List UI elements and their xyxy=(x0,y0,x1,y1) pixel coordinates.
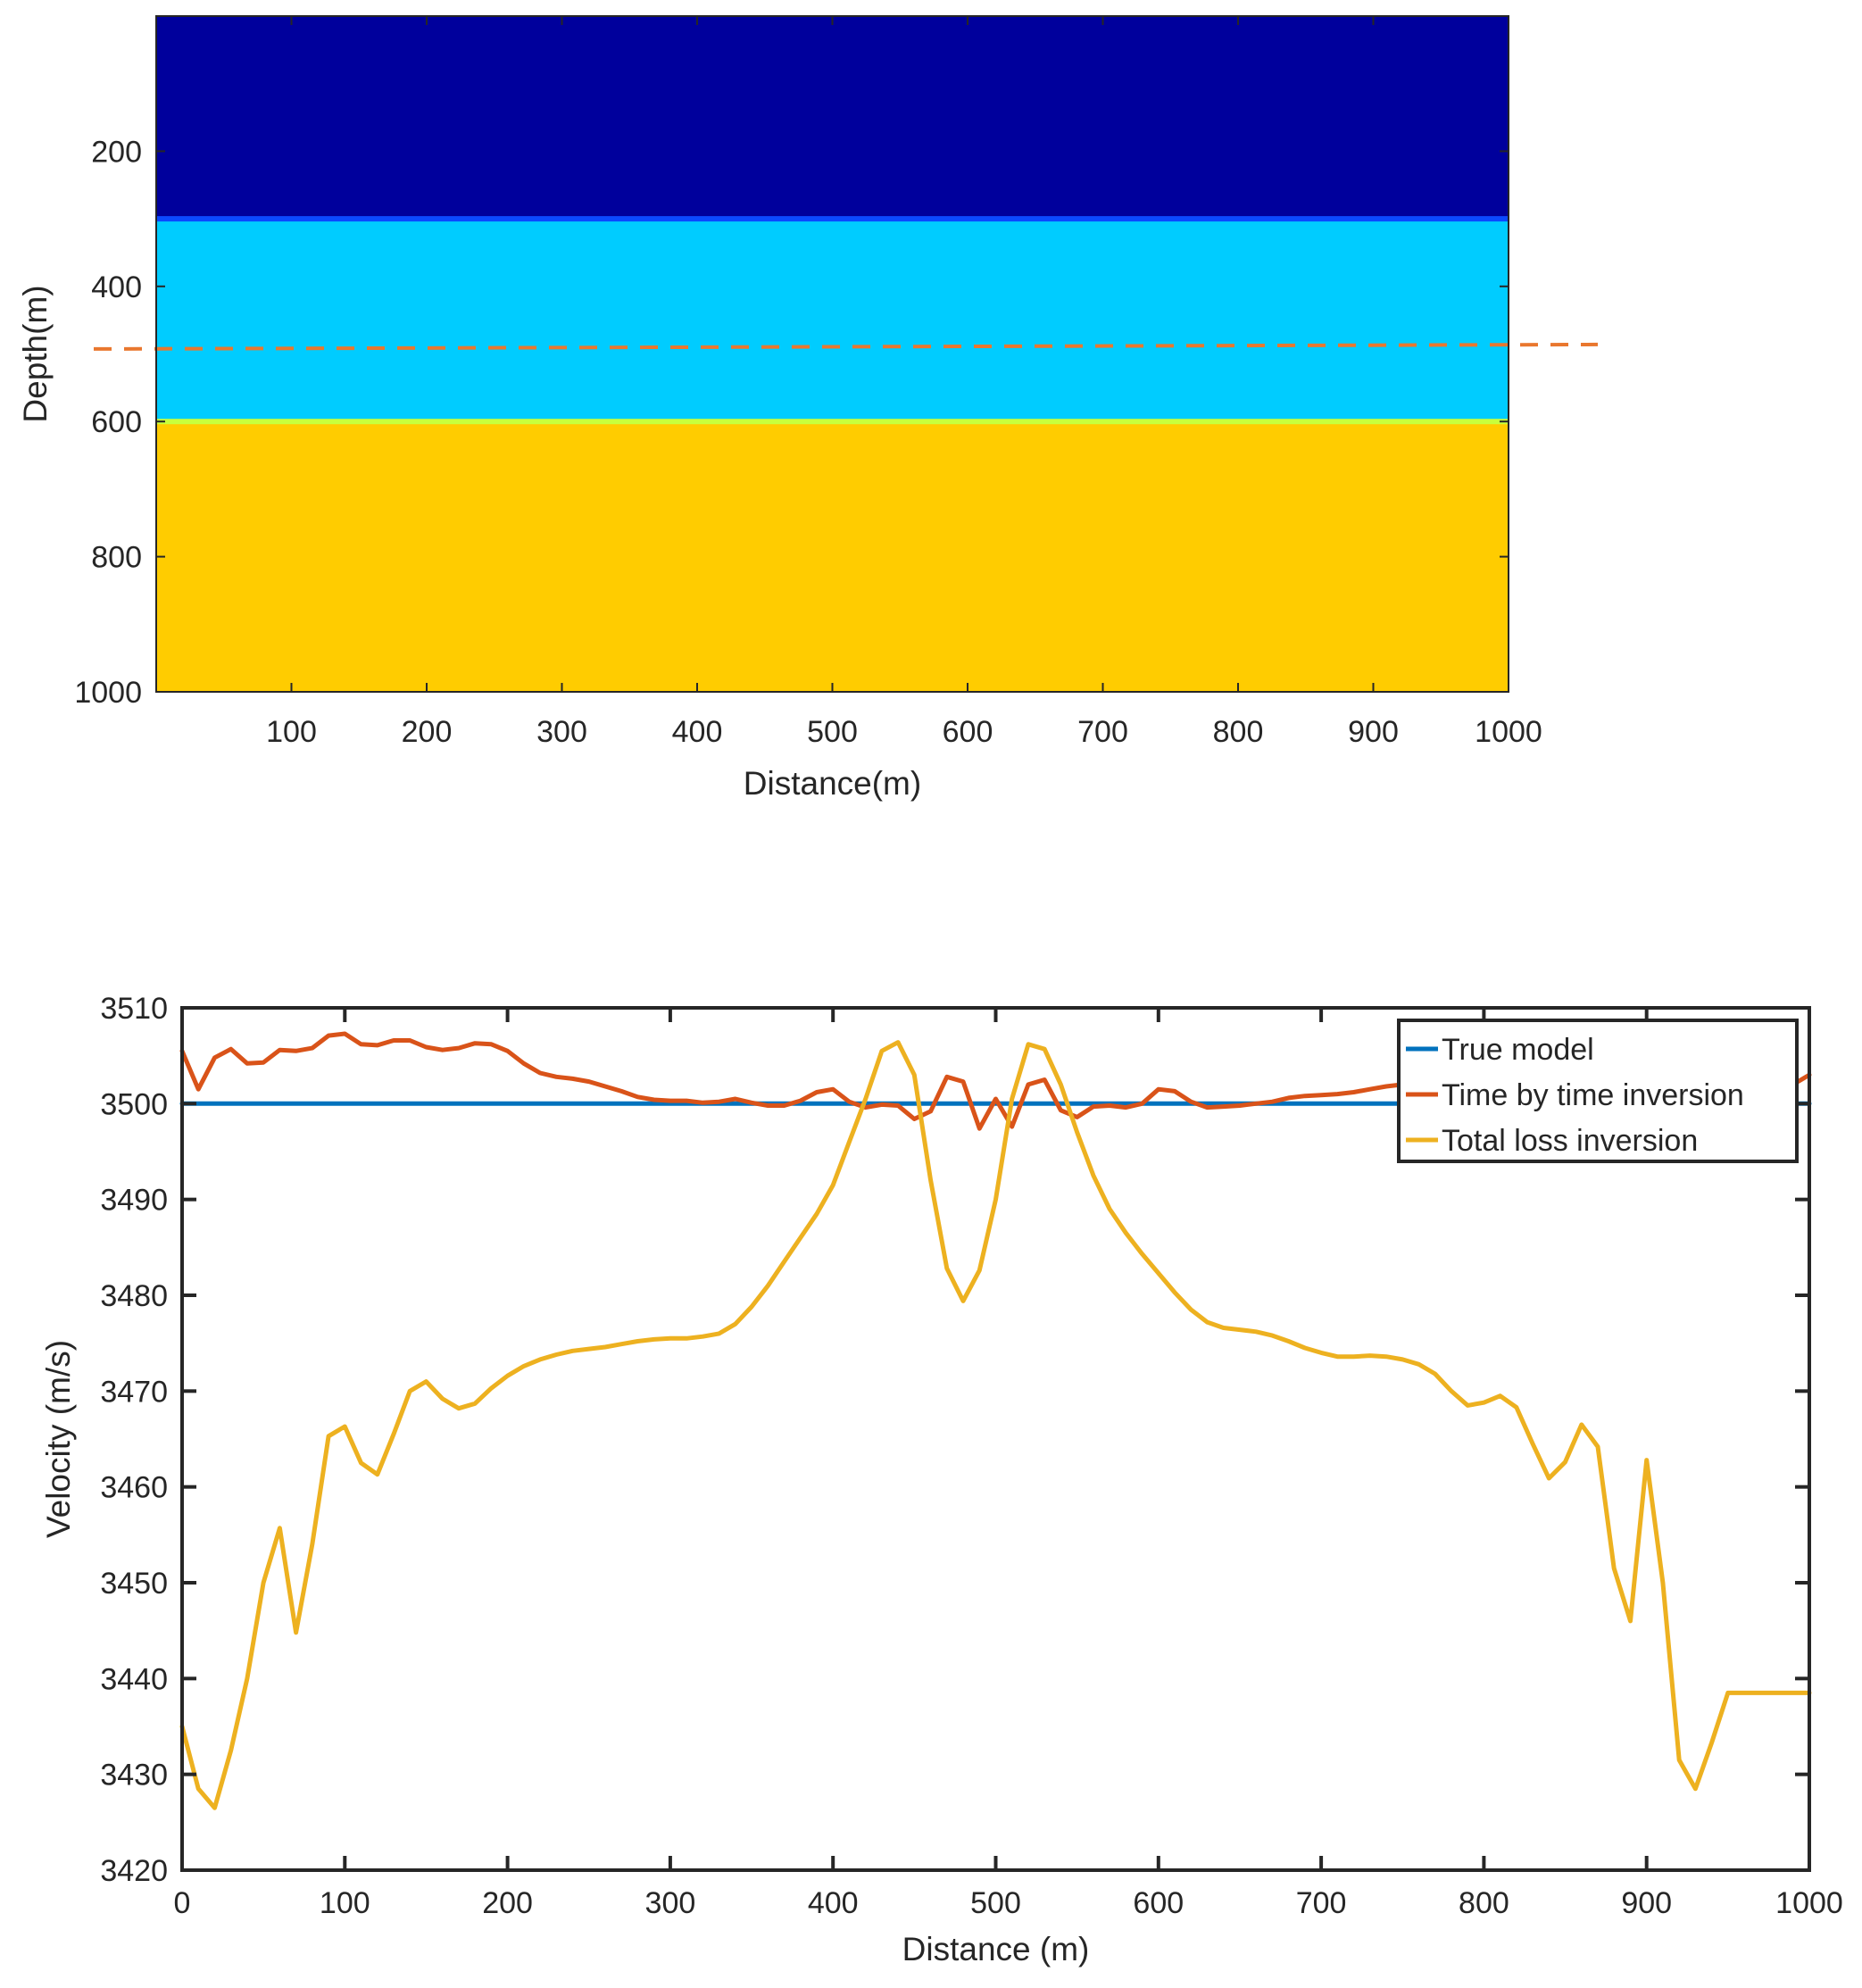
x-tick-label: 1000 xyxy=(1775,1886,1843,1920)
y-axis-ticks: 200 400 600 800 1000 xyxy=(74,135,1509,710)
legend: True model Time by time inversion Total lo… xyxy=(1397,1019,1799,1163)
x-tick-label: 800 xyxy=(1213,715,1264,749)
x-tick-label: 0 xyxy=(174,1886,191,1920)
velocity-layers xyxy=(156,16,1509,692)
y-tick-label: 3460 xyxy=(100,1471,168,1505)
annotation-line xyxy=(93,342,1599,351)
y-tick-label: 3430 xyxy=(100,1759,168,1793)
x-tick-label: 700 xyxy=(1077,715,1128,749)
x-tick-label: 400 xyxy=(808,1886,859,1920)
y-tick-label: 1000 xyxy=(74,676,142,710)
x-tick-label: 800 xyxy=(1459,1886,1509,1920)
x-tick-label: 500 xyxy=(807,715,858,749)
legend-box xyxy=(1397,1019,1799,1163)
y-axis-label: Velocity (m/s) xyxy=(40,1340,77,1538)
y-tick-label: 3490 xyxy=(100,1184,168,1218)
x-tick-label: 100 xyxy=(266,715,317,749)
y-tick-label: 3450 xyxy=(100,1567,168,1601)
x-tick-label: 200 xyxy=(402,715,453,749)
x-tick-label: 900 xyxy=(1621,1886,1672,1920)
x-tick-label: 700 xyxy=(1296,1886,1347,1920)
y-tick-label: 3470 xyxy=(100,1375,168,1409)
x-tick-label: 500 xyxy=(970,1886,1021,1920)
depth-model-panel: 100 200 300 400 500 600 700 800 900 1000 200 400 60… xyxy=(17,15,1599,802)
x-axis-ticks: 100 200 300 400 500 600 700 800 900 1000 xyxy=(266,16,1542,749)
velocity-profile-panel: 0 100 200 300 400 500 600 700 800 900 1000 3420 343… xyxy=(40,992,1843,1967)
y-tick-label: 3500 xyxy=(100,1087,168,1121)
y-tick-label: 3510 xyxy=(100,992,168,1026)
x-axis-ticks: 0 100 200 300 400 500 600 700 800 900 1000 xyxy=(174,1008,1843,1920)
layer-3 xyxy=(156,421,1509,692)
dashed-depth-line xyxy=(93,342,1599,351)
x-tick-label: 900 xyxy=(1348,715,1399,749)
y-axis-ticks: 3420 3430 3440 3450 3460 3470 3480 3490 3500 3510 xyxy=(100,992,1809,1888)
legend-label-3: Total loss inversion xyxy=(1442,1124,1698,1158)
x-tick-label: 300 xyxy=(645,1886,696,1920)
x-tick-label: 400 xyxy=(672,715,723,749)
y-axis-label: Depth(m) xyxy=(17,285,54,422)
y-tick-label: 800 xyxy=(91,541,142,575)
y-tick-label: 3420 xyxy=(100,1854,168,1888)
y-tick-label: 600 xyxy=(91,405,142,439)
y-tick-label: 400 xyxy=(91,270,142,304)
x-tick-label: 300 xyxy=(536,715,587,749)
y-tick-label: 3440 xyxy=(100,1662,168,1696)
series-line-3 xyxy=(179,1040,1812,1810)
x-tick-label: 1000 xyxy=(1475,715,1542,749)
x-tick-label: 100 xyxy=(320,1886,370,1920)
layer-boundary-1 xyxy=(156,216,1509,222)
x-axis-label: Distance(m) xyxy=(744,765,921,802)
legend-label-2: Time by time inversion xyxy=(1442,1078,1744,1112)
x-axis-label: Distance (m) xyxy=(902,1931,1090,1967)
y-tick-label: 200 xyxy=(91,135,142,169)
y-tick-label: 3480 xyxy=(100,1279,168,1313)
layer-2 xyxy=(156,219,1509,422)
x-tick-label: 200 xyxy=(482,1886,533,1920)
x-tick-label: 600 xyxy=(943,715,993,749)
legend-label-1: True model xyxy=(1442,1033,1594,1067)
layer-boundary-2 xyxy=(156,419,1509,425)
layer-1 xyxy=(156,16,1509,220)
x-tick-label: 600 xyxy=(1133,1886,1184,1920)
